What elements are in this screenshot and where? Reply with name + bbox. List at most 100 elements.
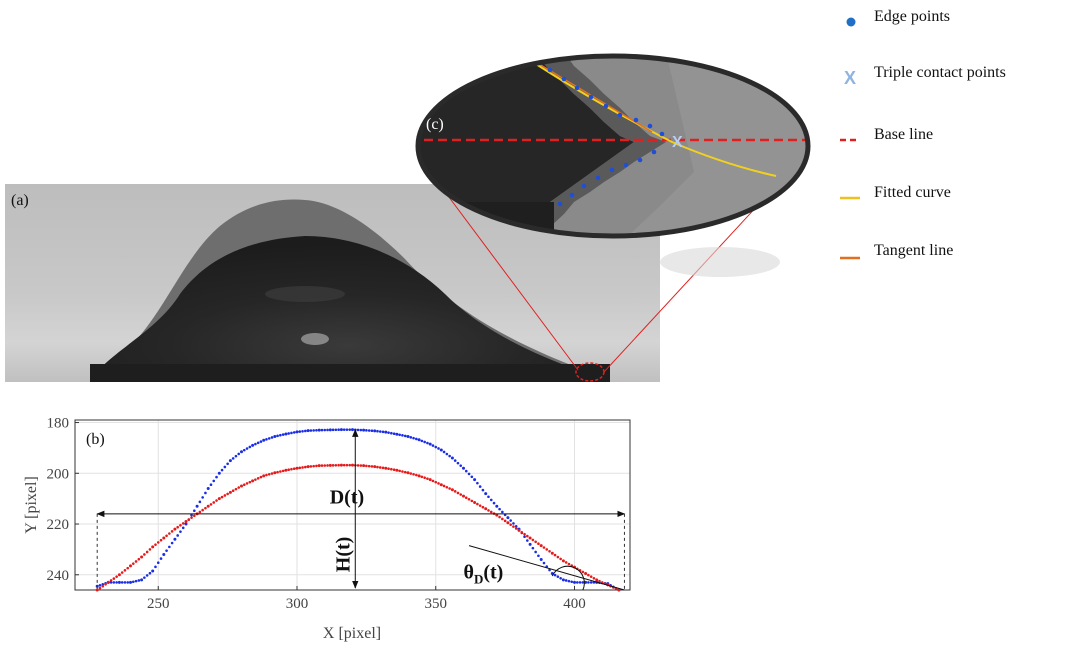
data-point	[226, 492, 229, 496]
data-point	[492, 501, 496, 505]
data-point	[395, 468, 399, 472]
data-point	[292, 431, 296, 434]
data-point	[223, 465, 227, 469]
data-point	[589, 575, 593, 578]
data-point	[570, 580, 574, 584]
data-point	[595, 578, 599, 582]
data-point	[259, 475, 263, 479]
data-point	[559, 576, 562, 580]
data-point	[356, 464, 360, 467]
data-point	[559, 557, 562, 561]
legend: Edge points X Triple contact points Base…	[828, 0, 1081, 280]
data-point	[159, 557, 163, 560]
data-point	[523, 532, 526, 536]
data-point	[339, 463, 343, 467]
data-point	[489, 498, 493, 502]
data-point	[514, 527, 518, 530]
data-point	[193, 509, 196, 513]
data-point	[537, 542, 540, 545]
y-tick-label: 200	[47, 466, 70, 482]
x-tick-label: 300	[286, 596, 309, 612]
data-point	[145, 550, 149, 554]
data-point	[179, 523, 182, 527]
data-point	[101, 584, 105, 588]
data-point	[254, 442, 257, 446]
data-point	[512, 525, 515, 528]
tangent-line	[468, 545, 625, 591]
data-point	[265, 438, 268, 441]
data-point	[428, 442, 432, 446]
data-point	[553, 553, 557, 557]
data-point	[470, 475, 474, 479]
data-point	[339, 428, 343, 432]
data-point	[309, 465, 313, 468]
data-point	[281, 433, 285, 436]
data-point	[578, 581, 582, 584]
data-point	[206, 487, 210, 491]
data-point	[290, 431, 293, 435]
data-point	[512, 522, 515, 525]
data-point	[420, 439, 424, 443]
data-point	[148, 548, 152, 551]
legend-item-tangent-line: Tangent line	[828, 242, 1081, 266]
legend-label: Edge points	[874, 8, 950, 25]
data-point	[517, 528, 521, 532]
data-point	[237, 486, 241, 489]
data-point	[573, 580, 576, 584]
data-point	[265, 473, 268, 477]
data-point	[201, 496, 204, 499]
data-point	[456, 461, 460, 465]
legend-item-fitted-curve: Fitted curve	[828, 184, 1081, 208]
data-point	[378, 466, 382, 469]
data-point	[348, 428, 352, 431]
data-point	[320, 464, 324, 467]
data-point	[204, 506, 207, 510]
data-point	[362, 428, 366, 432]
data-point	[137, 557, 141, 561]
data-point	[370, 429, 374, 433]
data-point	[561, 578, 565, 582]
data-point	[98, 583, 102, 587]
panel-c-label: (c)	[426, 116, 444, 133]
chart-grid	[75, 420, 630, 590]
data-point	[129, 564, 132, 568]
x-tick-label: 250	[147, 596, 170, 612]
data-point	[195, 504, 199, 508]
y-tick-label: 240	[47, 568, 70, 584]
data-point	[437, 447, 440, 450]
data-point	[112, 581, 116, 584]
data-point	[403, 470, 407, 474]
legend-label: Base line	[874, 126, 934, 143]
data-point	[453, 459, 457, 462]
data-point	[431, 444, 435, 447]
data-point	[351, 463, 354, 467]
data-point	[581, 581, 585, 584]
data-point	[456, 491, 460, 495]
data-point	[276, 470, 279, 474]
data-point	[575, 581, 579, 584]
dashed-line-icon	[840, 138, 856, 142]
data-point	[209, 483, 213, 487]
data-point	[359, 464, 363, 467]
data-point	[326, 428, 329, 432]
data-point	[342, 428, 346, 431]
data-point	[464, 469, 468, 473]
dot-icon	[846, 17, 856, 27]
data-point	[442, 484, 446, 488]
data-point	[259, 440, 263, 443]
data-point	[415, 473, 418, 477]
data-point	[470, 499, 474, 503]
y-axis-label: Y [pixel]	[23, 476, 40, 534]
data-point	[434, 445, 438, 449]
data-point	[317, 428, 321, 432]
data-point	[109, 579, 113, 582]
data-point	[462, 466, 465, 470]
data-point	[151, 545, 155, 549]
data-point	[190, 516, 193, 519]
data-point	[478, 504, 482, 507]
data-point	[487, 495, 490, 499]
data-point	[273, 434, 277, 438]
chart-annotations: D(t) H(t) θD(t)	[96, 428, 626, 591]
data-point	[156, 541, 160, 544]
data-point	[498, 507, 501, 511]
